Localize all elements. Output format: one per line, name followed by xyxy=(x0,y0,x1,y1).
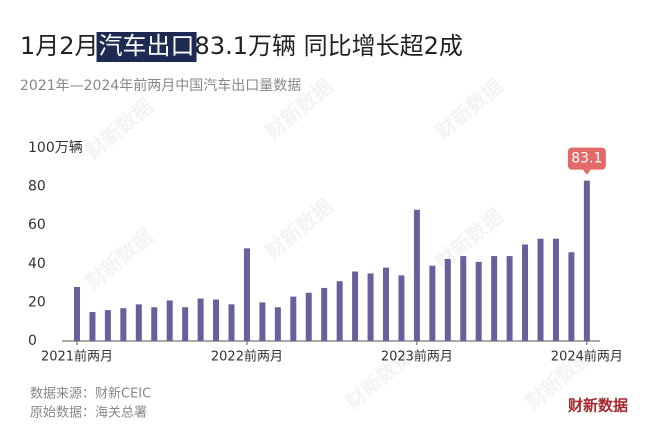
bar xyxy=(166,300,173,341)
bar xyxy=(89,312,96,341)
subtitle: 2021年—2024年前两月中国汽车出口量数据 xyxy=(20,77,301,94)
bar xyxy=(182,307,189,341)
bar xyxy=(259,302,266,341)
logo: 财新数据 xyxy=(568,397,628,415)
y-tick-label: 20 xyxy=(28,294,46,310)
bar xyxy=(583,180,590,341)
bar xyxy=(197,298,204,341)
bar xyxy=(475,261,482,341)
x-tick-label: 2024前两月 xyxy=(551,349,623,365)
y-tick-label: 100万辆 xyxy=(28,140,83,156)
x-tick-label: 2022前两月 xyxy=(211,349,283,365)
title-part: 汽车出口 xyxy=(99,32,195,60)
bar xyxy=(413,209,420,341)
bar xyxy=(444,258,451,341)
bar xyxy=(537,238,544,341)
value-label: 83.1 xyxy=(571,151,602,167)
value-label-pointer xyxy=(582,169,591,175)
bar xyxy=(491,256,498,341)
x-tick-label: 2021前两月 xyxy=(41,349,113,365)
bar xyxy=(552,238,559,341)
bar xyxy=(151,307,158,341)
bar xyxy=(213,299,220,341)
bar xyxy=(104,310,111,341)
bar xyxy=(274,307,281,341)
bar xyxy=(305,292,312,341)
bar xyxy=(398,275,405,341)
title-part: 83.1万辆 同比增长超2成 xyxy=(195,32,463,60)
bar xyxy=(243,248,250,341)
bar xyxy=(460,256,467,341)
y-tick-label: 0 xyxy=(28,333,37,349)
origin: 原始数据：海关总署 xyxy=(30,406,147,421)
bar xyxy=(506,256,513,341)
chart-title: 1月2月汽车出口83.1万辆 同比增长超2成 xyxy=(20,32,463,60)
bar xyxy=(321,287,328,341)
bar xyxy=(367,273,374,341)
y-tick-label: 40 xyxy=(28,256,46,272)
bar xyxy=(290,296,297,341)
bar xyxy=(429,265,436,341)
source: 数据来源：财新CEIC xyxy=(30,386,151,402)
bar xyxy=(120,308,127,341)
bar xyxy=(135,304,142,341)
bar xyxy=(568,252,575,341)
y-tick-label: 60 xyxy=(28,217,46,233)
bar xyxy=(522,244,529,341)
bar xyxy=(352,271,359,341)
value-label-box xyxy=(567,147,606,170)
x-tick-label: 2023前两月 xyxy=(381,349,453,365)
y-tick-label: 80 xyxy=(28,179,46,195)
bar xyxy=(383,267,389,341)
title-highlight xyxy=(96,32,197,62)
bar xyxy=(228,304,235,341)
title-part: 1月2月 xyxy=(20,32,99,60)
bar xyxy=(74,286,80,341)
bar xyxy=(336,281,343,341)
